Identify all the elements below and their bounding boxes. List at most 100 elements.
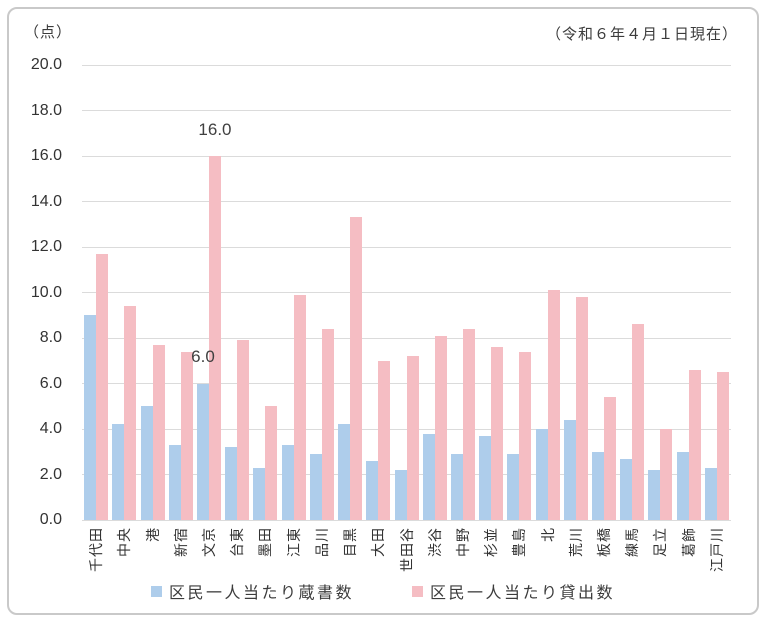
x-axis-label: 中央 [116,527,133,557]
gridline [82,428,731,430]
x-axis-label: 江東 [285,527,302,557]
y-axis-unit-label: （点） [24,24,73,41]
bar-books-per-capita [479,435,492,520]
bar-loans-per-capita [378,360,391,520]
bar-books-per-capita [253,467,266,520]
gridline [82,337,731,339]
bar-loans-per-capita [293,294,306,520]
bar-group [590,65,618,520]
bar-loans-per-capita [462,328,475,520]
bar-books-per-capita [535,429,548,520]
bar-books-per-capita [112,424,125,520]
bar-group [449,65,477,520]
y-tick-label: 6.0 [39,374,62,392]
x-axis-label: 中野 [454,527,471,557]
bar-books-per-capita [225,447,238,520]
y-tick-label: 8.0 [39,329,62,346]
bar-group [562,65,590,520]
legend-swatch-icon [412,585,423,597]
bar-loans-per-capita [519,351,532,520]
bar-loans-per-capita [547,290,560,520]
bar-books-per-capita [281,444,294,520]
bar-group [336,65,364,520]
y-tick-label: 10.0 [30,283,62,301]
x-axis-label: 板橋 [596,527,613,557]
x-axis-label: 足立 [652,527,669,557]
bar-group [703,65,731,520]
x-axis-label: 杉並 [483,527,500,557]
bar-group [505,65,533,520]
gridline [82,246,731,248]
bar-loans-per-capita [124,306,137,520]
bar-books-per-capita [450,454,463,520]
plot-area [82,65,731,520]
bar-books-per-capita [84,315,97,520]
y-tick-label: 4.0 [39,420,62,437]
y-tick-label: 14.0 [30,192,62,210]
bar-group [138,65,166,520]
bar-loans-per-capita [237,340,250,520]
bar-books-per-capita [140,406,153,520]
bar-loans-per-capita [180,351,193,520]
gridline [82,110,731,111]
legend: 区民一人当たり蔵書数 区民一人当たり貸出数 [0,579,766,603]
bar-books-per-capita [168,444,181,520]
bar-group [280,65,308,520]
y-tick-label: 18.0 [30,101,62,119]
bar-group [534,65,562,520]
bar-group [251,65,279,520]
x-axis-label: 江戸川 [708,527,725,572]
gridline [82,155,731,157]
legend-swatch-icon [150,585,162,597]
bar-books-per-capita [648,469,661,520]
gridline [82,201,731,202]
bar-group [82,65,110,520]
y-tick-label: 20.0 [30,56,62,73]
x-axis-label: 新宿 [172,527,189,557]
x-axis-label: 墨田 [257,527,274,557]
x-axis-label: 渋谷 [426,527,443,557]
gridline [82,292,731,293]
legend-label: 区民一人当たり蔵書数 [168,585,354,602]
bar-books-per-capita [366,460,379,520]
bar-loans-per-capita [350,217,363,520]
bar-books-per-capita [704,467,717,520]
gridline [82,383,731,384]
bar-group [477,65,505,520]
gridline [82,64,731,66]
bar-group [195,65,223,520]
x-axis-label: 港 [144,527,161,542]
gridline [82,519,731,521]
bar-loans-per-capita [575,297,588,520]
bar-books-per-capita [394,469,407,520]
bar-books-per-capita [422,433,435,520]
bar-loans-per-capita [208,156,221,520]
x-axis-label: 豊島 [511,527,528,557]
x-axis-label: 品川 [313,527,330,557]
x-axis-label: 台東 [229,527,246,557]
bar-loans-per-capita [321,328,334,520]
y-tick-label: 16.0 [30,147,62,164]
bar-loans-per-capita [716,372,729,520]
x-axis-label: 北 [539,527,556,542]
bar-books-per-capita [620,458,633,520]
y-tick-label: 0.0 [39,511,62,528]
legend-item-loans: 区民一人当たり貸出数 [412,579,615,603]
legend-item-books: 区民一人当たり蔵書数 [150,579,354,603]
x-axis-label: 千代田 [88,527,105,572]
bar-loans-per-capita [265,406,278,520]
bar-books-per-capita [592,451,605,520]
bar-books-per-capita [676,451,689,520]
bar-loans-per-capita [152,344,165,520]
bar-group [675,65,703,520]
bar-books-per-capita [309,454,322,520]
legend-label: 区民一人当たり貸出数 [430,585,616,602]
x-axis-label: 大田 [370,527,387,557]
y-tick-label: 2.0 [39,465,62,483]
bar-loans-per-capita [604,397,617,520]
bar-group [308,65,336,520]
bar-group [223,65,251,520]
bar-group [421,65,449,520]
bar-loans-per-capita [491,347,504,520]
y-tick-label: 12.0 [30,238,62,255]
